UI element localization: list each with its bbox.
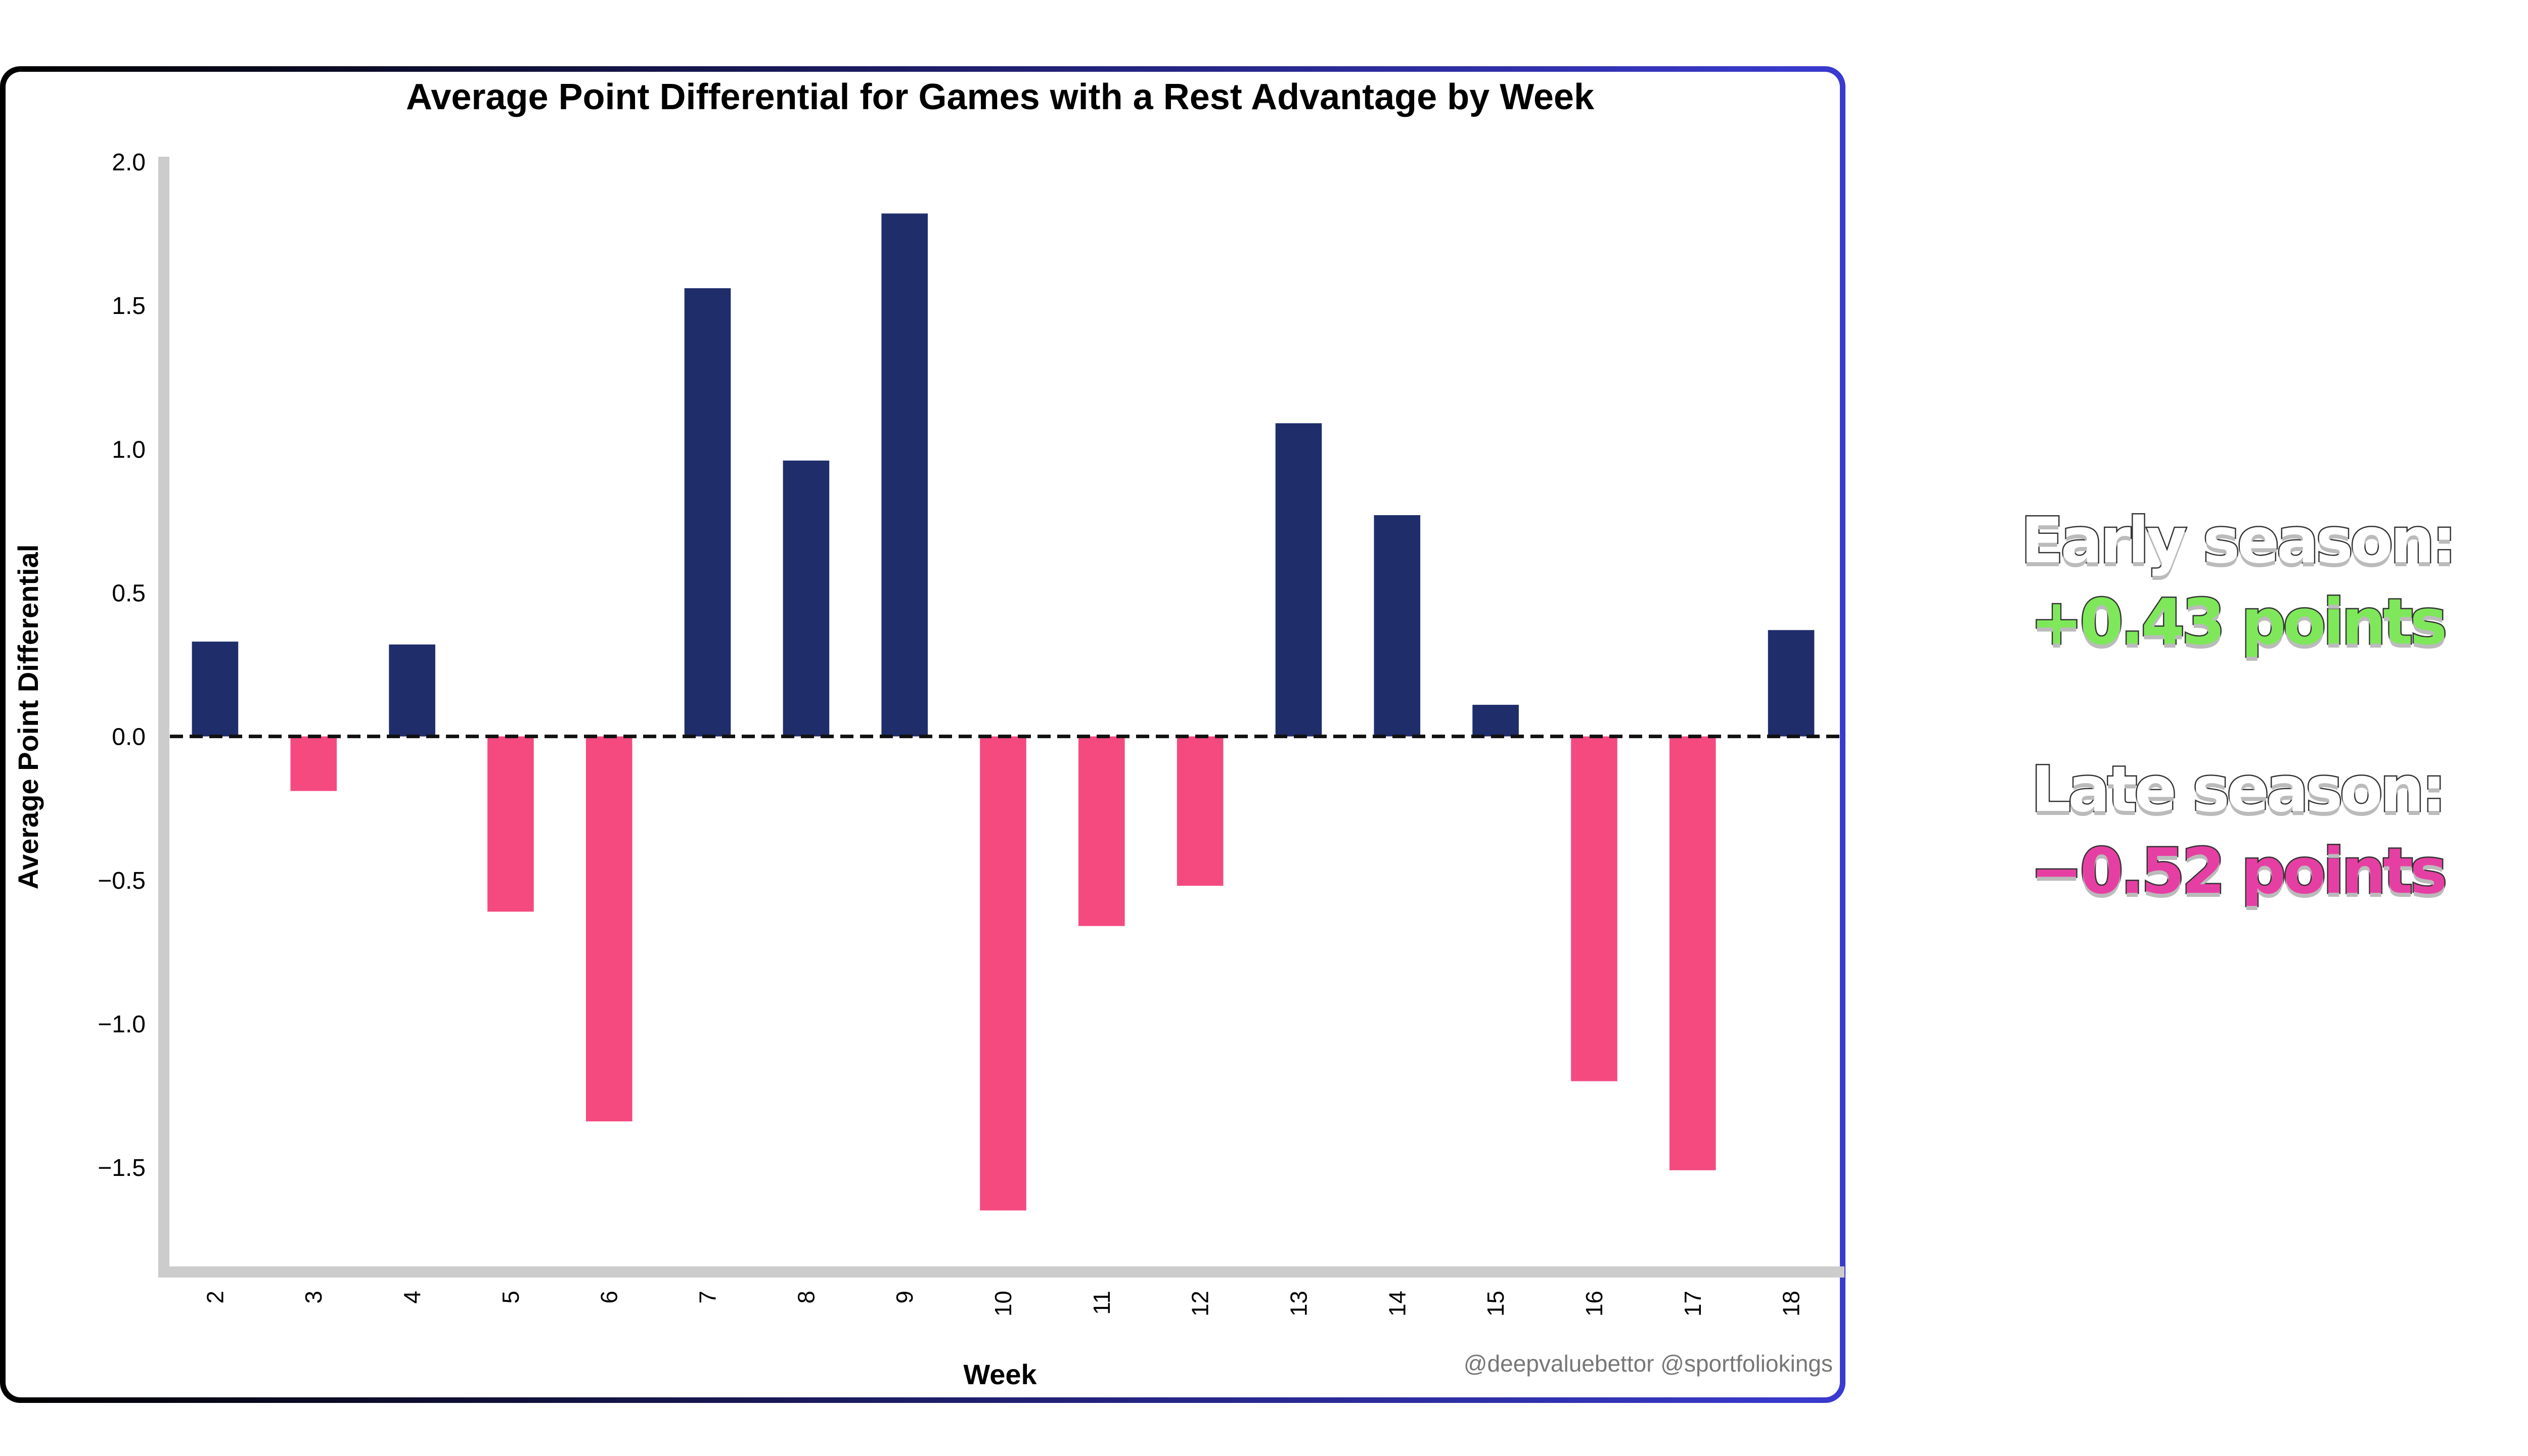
late-season-label: Late season: bbox=[2030, 752, 2448, 828]
chart-title: Average Point Differential for Games wit… bbox=[406, 77, 1595, 117]
bar-week-7 bbox=[684, 288, 731, 737]
x-axis-label: Week bbox=[963, 1358, 1037, 1390]
x-tick-label: 15 bbox=[1482, 1291, 1509, 1316]
x-tick-label: 7 bbox=[695, 1291, 721, 1304]
y-axis-label: Average Point Differential bbox=[12, 544, 44, 890]
bar-week-5 bbox=[487, 736, 534, 912]
bar-week-6 bbox=[585, 736, 633, 1122]
x-tick-label: 6 bbox=[596, 1291, 622, 1304]
x-tick-label: 4 bbox=[399, 1291, 425, 1304]
bar-week-14 bbox=[1374, 515, 1421, 737]
y-tick-label: 2.0 bbox=[112, 149, 146, 176]
bar-week-3 bbox=[290, 736, 337, 791]
bar-week-10 bbox=[980, 736, 1026, 1211]
x-tick-label: 9 bbox=[891, 1291, 918, 1304]
x-tick-label: 12 bbox=[1187, 1291, 1213, 1316]
y-tick-label: 0.5 bbox=[112, 580, 146, 607]
bar-week-17 bbox=[1669, 736, 1716, 1170]
early-season-value: +0.43 points bbox=[2029, 585, 2449, 660]
x-tick-label: 11 bbox=[1089, 1291, 1115, 1315]
late-season-value: −0.52 points bbox=[2029, 834, 2449, 909]
x-tick-label: 3 bbox=[300, 1291, 327, 1304]
bar-week-12 bbox=[1177, 736, 1224, 886]
y-tick-label: −1.5 bbox=[98, 1155, 146, 1181]
bar-week-8 bbox=[783, 461, 830, 737]
x-tick-labels: 2 3 4 5 6 7 8 9 10 11 12 13 14 15 16 17 18 bbox=[202, 1291, 1804, 1316]
watermark: @deepvaluebettor @sportfoliokings bbox=[1464, 1350, 1833, 1377]
x-tick-label: 18 bbox=[1778, 1291, 1804, 1316]
y-tick-label: 0.0 bbox=[112, 724, 146, 751]
bar-week-15 bbox=[1472, 705, 1519, 737]
bar-week-9 bbox=[881, 213, 928, 737]
bar-week-18 bbox=[1768, 630, 1815, 737]
x-tick-label: 13 bbox=[1286, 1291, 1312, 1316]
bar-week-4 bbox=[389, 644, 435, 737]
early-season-stat: Early season: +0.43 points bbox=[1921, 500, 2528, 663]
x-tick-label: 10 bbox=[990, 1291, 1016, 1316]
y-tick-label: 1.5 bbox=[112, 293, 146, 320]
bar-week-11 bbox=[1078, 736, 1125, 926]
late-season-stat: Late season: −0.52 points bbox=[1921, 749, 2528, 912]
y-tick-labels: 2.0 1.5 1.0 0.5 0.0 −0.5 −1.0 −1.5 bbox=[98, 149, 146, 1181]
season-summary: Early season: +0.43 points Late season: … bbox=[1921, 500, 2528, 998]
bar-week-16 bbox=[1571, 736, 1617, 1081]
bar-week-13 bbox=[1275, 423, 1322, 737]
x-tick-label: 5 bbox=[498, 1291, 524, 1304]
y-tick-label: −1.0 bbox=[98, 1011, 146, 1038]
x-tick-label: 2 bbox=[202, 1291, 228, 1304]
early-season-label: Early season: bbox=[2019, 503, 2458, 578]
bar-week-2 bbox=[192, 642, 239, 737]
x-tick-label: 8 bbox=[793, 1291, 819, 1304]
y-tick-label: 1.0 bbox=[112, 436, 146, 463]
bars bbox=[192, 213, 1815, 1211]
x-tick-label: 14 bbox=[1384, 1291, 1410, 1316]
x-tick-label: 16 bbox=[1581, 1291, 1607, 1316]
y-tick-label: −0.5 bbox=[98, 868, 146, 894]
x-tick-label: 17 bbox=[1680, 1291, 1706, 1316]
